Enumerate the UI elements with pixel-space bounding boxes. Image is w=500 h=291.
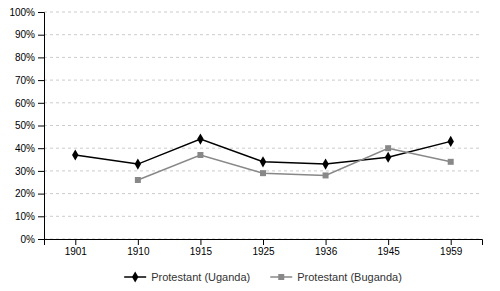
x-tick-label: 1915 xyxy=(190,246,213,257)
x-tick-mark xyxy=(200,239,201,245)
series-marker xyxy=(260,170,266,176)
legend-item: Protestant (Uganda) xyxy=(124,271,250,283)
x-tick-label: 1945 xyxy=(378,246,401,257)
x-tick: 1915 xyxy=(190,239,213,257)
x-tick-mark xyxy=(75,239,76,245)
x-tick-mark xyxy=(326,239,327,245)
x-tick-label: 1959 xyxy=(440,246,463,257)
y-tick-label: 70% xyxy=(15,75,35,86)
y-tick-mark xyxy=(38,12,44,13)
y-tick-mark xyxy=(38,148,44,149)
grid xyxy=(44,12,482,239)
series-marker xyxy=(197,152,203,158)
y-tick: 80% xyxy=(15,52,44,63)
y-tick: 90% xyxy=(15,29,44,40)
y-tick: 40% xyxy=(15,143,44,154)
x-axis: 1901 1910 1915 1925 1936 1945 1959 xyxy=(45,239,483,257)
y-tick-label: 20% xyxy=(15,188,35,199)
grid-line xyxy=(44,80,482,81)
y-tick: 0% xyxy=(21,234,44,245)
x-tick: 1910 xyxy=(127,239,150,257)
x-tick: 1959 xyxy=(440,239,463,257)
marks xyxy=(72,134,454,183)
series-marker xyxy=(385,152,391,163)
grid-line xyxy=(44,125,482,126)
y-tick-label: 60% xyxy=(15,98,35,109)
grid-line xyxy=(44,193,482,194)
x-tick-mark xyxy=(138,239,139,245)
y-tick-label: 100% xyxy=(9,7,35,18)
grid-line xyxy=(44,216,482,217)
series-marker xyxy=(260,156,266,167)
y-tick-mark xyxy=(38,194,44,195)
y-tick-label: 90% xyxy=(15,29,35,40)
y-tick-label: 30% xyxy=(15,166,35,177)
series-marker xyxy=(72,149,78,160)
series-marker xyxy=(322,159,328,170)
x-tick-mark xyxy=(451,239,452,245)
x-tick: 1936 xyxy=(315,239,338,257)
y-tick-label: 0% xyxy=(21,234,36,245)
grid-line xyxy=(44,12,482,13)
y-tick-mark xyxy=(38,57,44,58)
y-tick: 10% xyxy=(15,211,44,222)
x-tick-mark xyxy=(263,239,264,245)
grid-line xyxy=(44,34,482,35)
y-tick-mark xyxy=(38,126,44,127)
legend: Protestant (Uganda) Protestant (Buganda) xyxy=(124,271,402,283)
y-axis: 0% 10% 20% 30% 40% 50% 60% 70% 80% 90% 100% xyxy=(9,7,44,245)
series-line xyxy=(138,148,451,180)
x-axis-line xyxy=(45,240,483,246)
y-tick-mark xyxy=(38,216,44,217)
legend-swatch-marker xyxy=(132,271,138,282)
legend-label: Protestant (Buganda) xyxy=(297,271,402,283)
y-tick: 100% xyxy=(9,7,44,18)
x-tick-label: 1910 xyxy=(127,246,150,257)
x-tick-label: 1901 xyxy=(65,246,88,257)
series-marker xyxy=(135,177,141,183)
plot-area: 0% 10% 20% 30% 40% 50% 60% 70% 80% 90% 100% 1901 191… xyxy=(9,7,482,257)
x-tick: 1925 xyxy=(252,239,275,257)
y-tick-mark xyxy=(38,239,44,240)
series-marker xyxy=(385,145,391,151)
series-marker xyxy=(448,159,454,165)
y-tick-label: 40% xyxy=(15,143,35,154)
x-tick: 1901 xyxy=(65,239,88,257)
grid-line xyxy=(44,102,482,103)
y-tick-label: 10% xyxy=(15,211,35,222)
y-tick-mark xyxy=(38,35,44,36)
y-tick-label: 80% xyxy=(15,52,35,63)
x-tick: 1945 xyxy=(378,239,401,257)
y-tick: 20% xyxy=(15,188,44,199)
y-axis-line xyxy=(38,13,45,240)
series-marker xyxy=(135,159,141,170)
chart: 0% 10% 20% 30% 40% 50% 60% 70% 80% 90% 100% 1901 191… xyxy=(0,0,500,291)
series-marker xyxy=(323,172,329,178)
x-tick-label: 1936 xyxy=(315,246,338,257)
series-marker xyxy=(197,134,203,145)
y-tick: 30% xyxy=(15,166,44,177)
y-tick: 50% xyxy=(15,120,44,131)
legend-label: Protestant (Uganda) xyxy=(151,271,250,283)
series-marker xyxy=(447,136,453,147)
y-tick-mark xyxy=(38,80,44,81)
x-tick-mark xyxy=(388,239,389,245)
y-tick: 70% xyxy=(15,75,44,86)
grid-line xyxy=(44,57,482,58)
x-tick-label: 1925 xyxy=(252,246,275,257)
y-tick-label: 50% xyxy=(15,120,35,131)
legend-swatch-marker xyxy=(278,274,284,280)
legend-item: Protestant (Buganda) xyxy=(270,271,402,283)
y-tick-mark xyxy=(38,171,44,172)
grid-line xyxy=(44,148,482,149)
y-tick-mark xyxy=(38,103,44,104)
y-tick: 60% xyxy=(15,98,44,109)
